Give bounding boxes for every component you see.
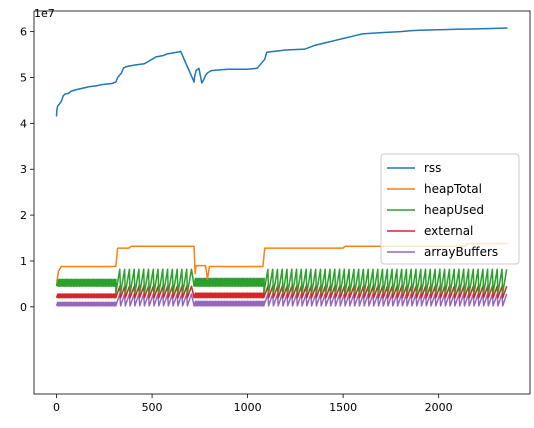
x-tick-label: 0: [53, 401, 60, 414]
y-axis: 0 1 2 3 4 5 6: [20, 26, 34, 314]
series-line-heapUsed: [55, 268, 508, 294]
y-tick-label: 2: [20, 209, 27, 222]
series-line-external: [55, 285, 508, 299]
legend-label-external: external: [424, 224, 473, 238]
legend: rss heapTotal heapUsed external arrayBuffers: [380, 153, 520, 265]
x-tick-label: 1000: [234, 401, 262, 414]
y-tick-label: 0: [20, 301, 27, 314]
y-offset-label: 1e7: [34, 7, 55, 20]
y-tick-label: 1: [20, 255, 27, 268]
legend-label-arrayBuffers: arrayBuffers: [424, 245, 498, 259]
plot-series: [55, 27, 508, 307]
legend-label-rss: rss: [424, 161, 441, 175]
series-line-heapTotal: [55, 242, 508, 282]
legend-box: [380, 153, 520, 265]
y-tick-label: 3: [20, 163, 27, 176]
x-tick-label: 500: [142, 401, 163, 414]
legend-label-heapTotal: heapTotal: [424, 182, 482, 196]
y-tick-label: 4: [20, 117, 27, 130]
y-tick-label: 6: [20, 26, 27, 39]
y-tick-label: 5: [20, 72, 27, 85]
series-line-arrayBuffers: [55, 293, 508, 307]
x-axis: 0 500 1000 1500 2000: [53, 394, 453, 414]
x-tick-label: 1500: [329, 401, 357, 414]
series-line-rss: [55, 27, 508, 117]
legend-label-heapUsed: heapUsed: [424, 203, 484, 217]
plot-frame: [33, 10, 531, 395]
x-tick-label: 2000: [425, 401, 453, 414]
